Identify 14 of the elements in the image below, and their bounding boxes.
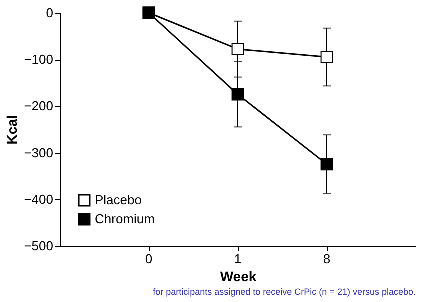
legend-label: Placebo <box>95 192 142 208</box>
y-tick-label: −500 <box>24 238 54 254</box>
x-tick-label: 1 <box>234 252 242 266</box>
x-tick-label: 0 <box>145 252 153 266</box>
y-tick-label: 0 <box>46 6 54 20</box>
y-tick-label: −300 <box>24 145 54 160</box>
y-tick-label: −400 <box>24 192 54 207</box>
x-tick-label: 8 <box>323 252 331 266</box>
text: for participants assigned to receive CrPic (n = 21) versus placebo. <box>153 287 416 297</box>
legend-label: Chromium <box>95 212 155 226</box>
y-axis-title: Kcal <box>4 115 20 145</box>
x-axis-title: Week <box>220 268 257 284</box>
y-tick-label: −100 <box>24 52 54 68</box>
y-tick-label: −200 <box>24 98 54 114</box>
